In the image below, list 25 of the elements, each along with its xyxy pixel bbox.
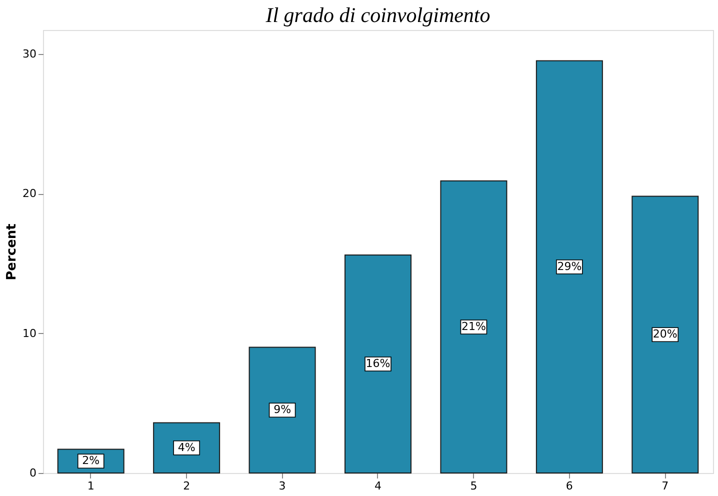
chart-title: Il grado di coinvolgimento	[264, 3, 490, 27]
data-label: 20%	[652, 328, 678, 341]
data-label: 29%	[557, 260, 582, 273]
y-tick-label: 30	[22, 47, 36, 60]
bar	[536, 60, 603, 474]
y-axis-title: Percent	[4, 224, 20, 280]
x-tick-label: 6	[566, 480, 573, 492]
y-tick-label: 10	[22, 326, 36, 340]
data-label: 16%	[366, 356, 390, 370]
x-tick-label: 2	[183, 480, 190, 492]
x-tick-label: 1	[87, 480, 94, 492]
bar	[248, 346, 316, 474]
data-label: 21%	[461, 320, 486, 333]
x-tick-label: 3	[278, 480, 286, 492]
bar	[632, 196, 699, 474]
data-label: 4%	[178, 440, 196, 454]
bar	[344, 254, 412, 474]
bar	[440, 180, 508, 474]
x-tick-label: 5	[470, 480, 478, 492]
x-tick-label: 7	[662, 480, 669, 492]
y-tick-label: 0	[30, 466, 36, 480]
data-label: 2%	[82, 454, 100, 468]
x-tick-label: 4	[374, 480, 382, 492]
data-label: 9%	[274, 403, 292, 416]
y-tick-label: 20	[22, 187, 36, 200]
